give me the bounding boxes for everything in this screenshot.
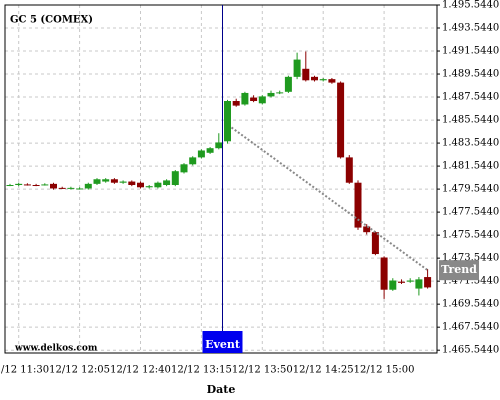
y-tick-label: 1.477.5440 [442, 207, 499, 218]
x-axis-label: Date [207, 383, 236, 396]
trend-line [230, 126, 429, 271]
candle-body [319, 79, 327, 81]
candle-body [76, 188, 84, 190]
candle-body [154, 182, 162, 188]
y-tick-label: 1.467.5440 [442, 322, 499, 333]
y-tick-label: 1.481.5440 [442, 161, 499, 172]
candle-body [293, 59, 301, 77]
candle-body [23, 184, 31, 186]
x-tick-label: 12/12 11:30 [0, 365, 49, 376]
candle-body [93, 179, 101, 184]
y-tick-label: 1.489.5440 [442, 69, 499, 80]
x-tick-label: 12/12 14:25 [293, 365, 354, 376]
candle-body [337, 82, 345, 158]
candle-body [389, 280, 397, 290]
candle-body [145, 186, 153, 188]
candle-body [58, 187, 66, 189]
candle-body [215, 142, 223, 149]
candle-body [267, 92, 275, 97]
candle-body [67, 187, 75, 189]
candle-body [6, 185, 14, 187]
chart-title: GC 5 (COMEX) [10, 15, 93, 26]
candle-body [206, 148, 214, 153]
trend-label-box [439, 260, 479, 281]
y-tick-label: 1.465.5440 [442, 345, 499, 356]
candle-body [380, 257, 388, 290]
candle-body [180, 164, 188, 173]
y-tick-label: 1.495.5440 [442, 0, 499, 11]
candle-body [41, 184, 49, 186]
candle-body [354, 182, 362, 228]
candle-body [137, 182, 144, 188]
candle-body [398, 281, 405, 283]
candle-body [50, 183, 57, 189]
x-tick-label: 12/12 13:50 [232, 365, 293, 376]
candle-body [415, 279, 423, 289]
candle-body [197, 150, 205, 158]
y-tick-label: 1.491.5440 [442, 46, 499, 57]
y-tick-label: 1.475.5440 [442, 230, 499, 241]
candle-body [110, 179, 118, 183]
candle-body [32, 185, 40, 187]
y-tick-label: 1.487.5440 [442, 92, 499, 103]
y-tick-label: 1.493.5440 [442, 23, 499, 34]
marks [6, 51, 432, 299]
candle-body [371, 232, 379, 255]
y-tick-label: 1.469.5440 [442, 299, 499, 310]
candle-body [363, 226, 371, 233]
candle-body [406, 280, 414, 282]
candle-body [311, 76, 318, 81]
x-tick-label: 12/12 12:05 [49, 365, 110, 376]
y-tick-label: 1.471.5440 [442, 276, 499, 287]
watermark: www.delkos.com [14, 344, 98, 354]
candle-body [15, 183, 23, 186]
candle-body [84, 183, 92, 189]
candle-body [128, 181, 136, 186]
x-tick-label: 12/12 15:00 [354, 365, 415, 376]
x-tick-label: 12/12 13:15 [171, 365, 232, 376]
candle-body [232, 101, 240, 106]
candle-body [250, 97, 258, 102]
candle-body [224, 101, 231, 142]
grid [5, 4, 437, 353]
y-tick-label: 1.483.5440 [442, 138, 499, 149]
candle-body [424, 277, 432, 288]
candle-body [328, 79, 336, 83]
candle-body [302, 68, 310, 81]
candle-body [241, 92, 249, 105]
candle-body [189, 157, 197, 165]
event-box [202, 331, 243, 353]
candle-body [119, 181, 127, 183]
y-tick-label: 1.485.5440 [442, 115, 499, 126]
trend-label: Trend [441, 263, 477, 276]
candle-body [163, 180, 171, 186]
candle-body [171, 171, 179, 186]
candle-body [258, 96, 266, 104]
y-tick-label: 1.473.5440 [442, 253, 499, 264]
x-tick-label: 12/12 12:40 [110, 365, 171, 376]
candle-body [276, 92, 284, 94]
y-tick-label: 1.479.5440 [442, 184, 499, 195]
candle-body [284, 76, 292, 92]
candle-body [102, 179, 110, 182]
candle-body [345, 157, 353, 183]
event-label: Event [205, 338, 241, 351]
